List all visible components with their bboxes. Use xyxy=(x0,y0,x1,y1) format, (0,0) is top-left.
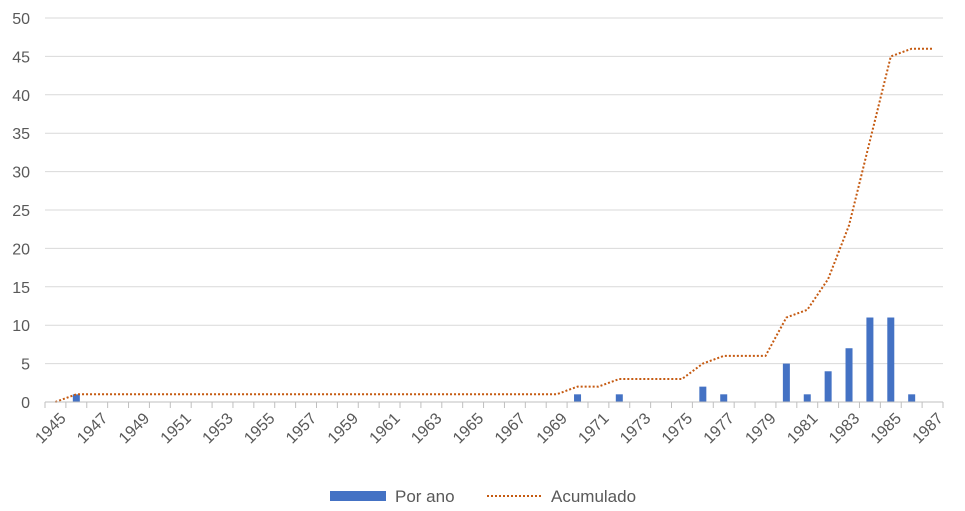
y-tick-label: 40 xyxy=(12,88,30,105)
bar xyxy=(699,386,707,402)
line-acumulado xyxy=(55,47,933,403)
x-tick-label: 1953 xyxy=(200,410,237,447)
y-tick-label: 50 xyxy=(12,11,30,28)
x-tick-label: 1963 xyxy=(408,410,445,447)
bar xyxy=(845,348,853,402)
x-tick-label: 1975 xyxy=(659,410,696,447)
y-tick-label: 30 xyxy=(12,165,30,182)
x-tick-label: 1961 xyxy=(367,410,404,447)
x-tick-label: 1951 xyxy=(158,410,195,447)
x-tick-label: 1979 xyxy=(742,410,779,447)
y-tick-label: 5 xyxy=(21,357,30,374)
x-tick-label: 1945 xyxy=(32,410,69,447)
y-tick-label: 45 xyxy=(12,49,30,66)
x-tick-label: 1959 xyxy=(325,410,362,447)
bar xyxy=(615,394,623,402)
x-tick-label: 1973 xyxy=(617,410,654,447)
x-axis: 1945 1947 1949 1951 1953 1955 1957 1959 1961 1963… xyxy=(32,401,947,447)
y-axis: 0 5 10 15 20 25 30 35 40 45 50 xyxy=(12,11,30,412)
legend-label-por-ano: Por ano xyxy=(395,487,455,506)
x-tick-label: 1967 xyxy=(492,410,529,447)
bar xyxy=(908,394,916,402)
bar xyxy=(803,394,811,402)
x-tick-label: 1955 xyxy=(241,410,278,447)
y-tick-label: 25 xyxy=(12,203,30,220)
x-tick-label: 1981 xyxy=(784,410,821,447)
line-series-acumulado xyxy=(55,47,933,403)
y-tick-label: 10 xyxy=(12,318,30,335)
x-tick-label: 1987 xyxy=(910,410,947,447)
y-tick-label: 15 xyxy=(12,280,30,297)
y-tick-label: 0 xyxy=(21,395,30,412)
legend-label-acumulado: Acumulado xyxy=(551,487,636,506)
bar xyxy=(782,363,790,402)
bar-series-por-ano xyxy=(72,317,916,402)
x-tick-label: 1949 xyxy=(116,410,153,447)
bar xyxy=(720,394,728,402)
legend: Por ano Acumulado xyxy=(330,487,636,506)
bar xyxy=(72,394,80,402)
x-tick-label: 1969 xyxy=(534,410,571,447)
x-tick-label: 1965 xyxy=(450,410,487,447)
x-tick-label: 1977 xyxy=(701,410,738,447)
bar xyxy=(824,371,832,402)
gridlines xyxy=(45,17,943,365)
legend-swatch-por-ano xyxy=(330,491,386,501)
y-tick-label: 35 xyxy=(12,126,30,143)
bar xyxy=(574,394,582,402)
x-tick-label: 1985 xyxy=(868,410,905,447)
x-tick-label: 1983 xyxy=(826,410,863,447)
x-tick-label: 1957 xyxy=(283,410,320,447)
bar xyxy=(866,317,874,402)
bar xyxy=(887,317,895,402)
x-tick-label: 1947 xyxy=(74,410,111,447)
x-tick-label: 1971 xyxy=(575,410,612,447)
y-tick-label: 20 xyxy=(12,241,30,258)
